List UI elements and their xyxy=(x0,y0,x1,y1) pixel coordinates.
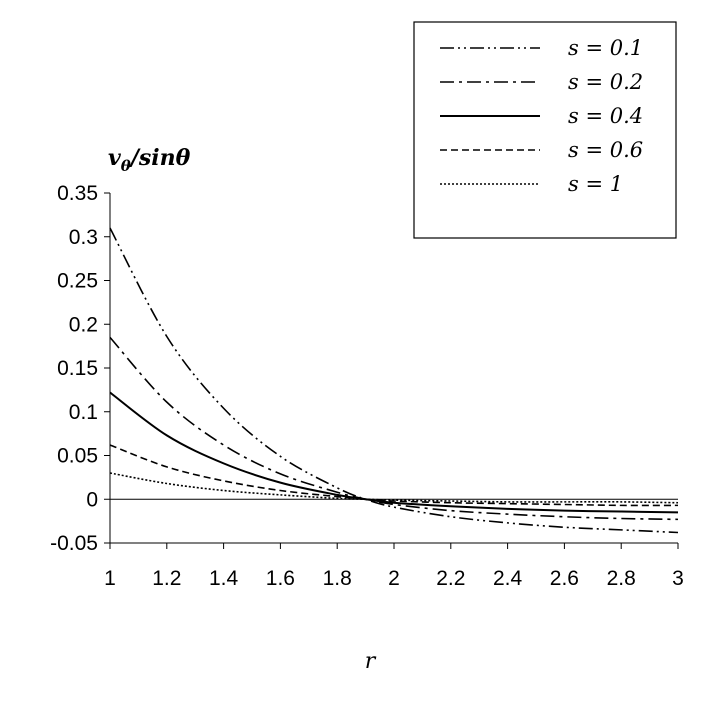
y-tick-label: 0.3 xyxy=(69,226,98,249)
x-tick-label: 2.4 xyxy=(493,567,523,590)
x-tick-label: 1.6 xyxy=(266,567,295,590)
x-tick-label: 2.2 xyxy=(436,567,465,590)
y-tick-label: 0.15 xyxy=(57,357,98,380)
legend-label: s = 1 xyxy=(568,172,623,196)
x-tick-label: 3 xyxy=(672,567,684,590)
y-tick-label: 0.1 xyxy=(69,401,98,424)
series-line-s-0-6 xyxy=(109,444,679,507)
legend-box xyxy=(413,21,677,239)
legend-label: s = 0.6 xyxy=(568,138,643,162)
y-tick-label: 0.25 xyxy=(57,270,98,293)
x-tick-label: 1 xyxy=(104,567,116,590)
legend-label: s = 0.4 xyxy=(568,104,643,128)
legend: s = 0.1 s = 0.2 s = 0.4 s = 0.6 s = 1 xyxy=(413,21,677,239)
plot-area xyxy=(109,227,679,534)
x-tick-label: 2.6 xyxy=(550,567,579,590)
y-tick-label: 0.35 xyxy=(57,182,98,205)
axes: 0.35 0.3 0.25 0.2 0.15 0.1 0.05 0 -0.05 1 1.2 1.4 1.… xyxy=(50,182,684,590)
x-tick-label: 1.2 xyxy=(152,567,181,590)
y-tick-label: 0.2 xyxy=(69,313,98,336)
y-tick-label: 0 xyxy=(86,488,98,511)
series-line-s-0-2 xyxy=(109,336,679,521)
series-line-s-1 xyxy=(109,472,679,504)
x-tick-label: 1.4 xyxy=(209,567,239,590)
x-tick-label: 2.8 xyxy=(607,567,636,590)
legend-label: s = 0.1 xyxy=(568,36,643,60)
y-tick-label: -0.05 xyxy=(50,532,98,555)
x-axis-label: r xyxy=(365,649,377,674)
y-tick-label: 0.05 xyxy=(57,445,98,468)
x-tick-label: 1.8 xyxy=(323,567,352,590)
x-tick-label: 2 xyxy=(388,567,400,590)
legend-label: s = 0.2 xyxy=(568,70,643,94)
y-axis-label: vθ/sinθ xyxy=(108,145,191,175)
series-line-s-0-4 xyxy=(109,391,679,514)
series-line-s-0-1 xyxy=(109,227,679,534)
